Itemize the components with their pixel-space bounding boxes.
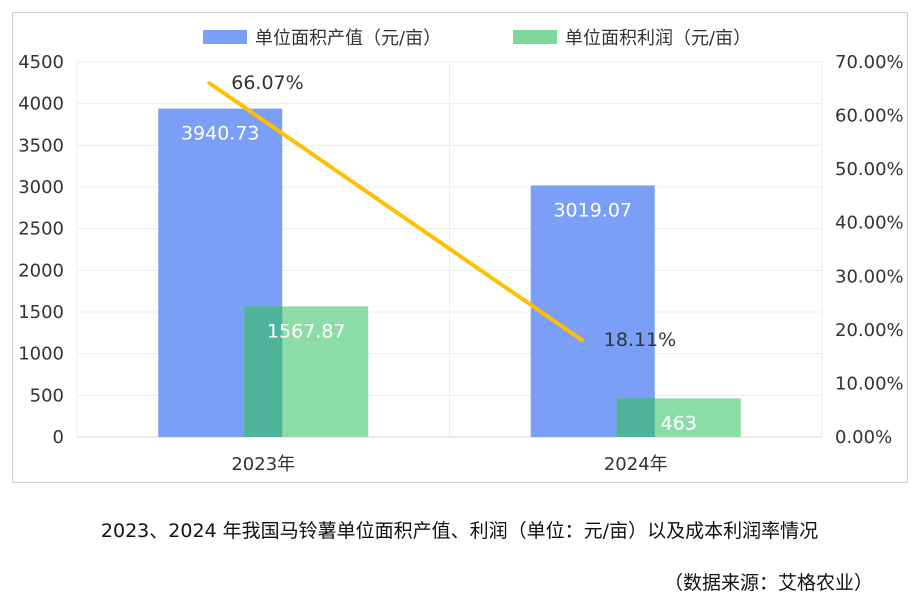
right-axis-tick-label: 70.00%	[835, 52, 904, 73]
left-axis-tick-label: 1500	[18, 302, 64, 323]
left-axis-tick-label: 3500	[18, 135, 64, 156]
right-axis-tick-label: 10.00%	[835, 373, 904, 394]
bar-data-label: 3019.07	[553, 199, 632, 221]
left-axis-tick-label: 4000	[18, 94, 64, 115]
left-axis-tick-label: 500	[30, 385, 64, 406]
left-axis-tick-label: 3000	[18, 177, 64, 198]
bar-data-label: 1567.87	[267, 320, 346, 342]
left-axis-tick-label: 4500	[18, 52, 64, 73]
left-axis-tick-label: 2000	[18, 260, 64, 281]
bar-data-label: 1567.87	[267, 320, 346, 342]
category-label: 2023年	[231, 454, 295, 475]
right-axis-tick-label: 20.00%	[835, 320, 904, 341]
left-axis-tick-label: 0	[53, 427, 64, 448]
right-axis-tick-label: 40.00%	[835, 213, 904, 234]
line-data-label: 18.11%	[604, 329, 676, 351]
left-axis-tick-label: 2500	[18, 219, 64, 240]
right-axis-tick-label: 0.00%	[835, 427, 892, 448]
chart-caption: 2023、2024 年我国马铃薯单位面积产值、利润（单位：元/亩）以及成本利润率…	[100, 520, 819, 542]
legend-label: 单位面积产值（元/亩）	[255, 28, 441, 49]
bar-data-label: 463	[661, 412, 697, 434]
bar-overlap	[244, 306, 283, 437]
left-axis-tick-label: 1000	[18, 344, 64, 365]
right-axis-tick-label: 50.00%	[835, 159, 904, 180]
line-data-label: 66.07%	[231, 72, 303, 94]
bar-data-label: 463	[661, 412, 697, 434]
bar-data-label: 3940.73	[181, 123, 260, 145]
cost-profit-rate-line	[207, 81, 584, 342]
legend-swatch	[513, 30, 557, 44]
category-label: 2024年	[604, 454, 668, 475]
data-source: （数据来源：艾格农业）	[663, 572, 873, 594]
legend-label: 单位面积利润（元/亩）	[565, 28, 751, 49]
chart: 0 500 1000 1500 2000 2500 3000 3500 4000 4500 0.00…	[18, 28, 904, 475]
right-axis-tick-label: 60.00%	[835, 106, 904, 127]
legend-swatch	[203, 30, 247, 44]
bar-overlap	[616, 398, 655, 437]
bar-output-value	[530, 185, 655, 437]
right-axis-tick-label: 30.00%	[835, 266, 904, 287]
